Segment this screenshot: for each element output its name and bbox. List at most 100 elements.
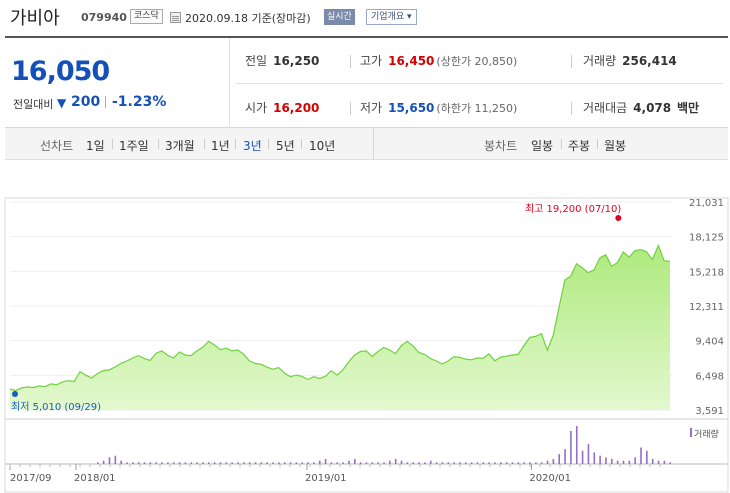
volume-bar [552, 459, 555, 464]
volume-bar [102, 460, 105, 464]
high-price: 고가 16,450 (상한가 20,850) [360, 52, 517, 69]
volume-bar [354, 459, 356, 464]
volume-bar [459, 462, 461, 464]
change-percent: -1.23% [112, 94, 167, 110]
volume-bar [365, 462, 368, 464]
price-summary: 16,050 전일대비 ▼ 200 -1.23% 전일 16,250 고가 16,4… [5, 36, 728, 128]
divider [561, 139, 562, 149]
volume-bar [429, 460, 432, 464]
volume-bar [435, 462, 438, 464]
divider [597, 139, 598, 149]
volume-bar [330, 462, 333, 464]
low-label: 최저 5,010 (09/29) [11, 401, 101, 413]
volume-bar [207, 462, 210, 464]
volume-bar [307, 462, 309, 464]
high-marker [615, 215, 622, 221]
calendar-icon [170, 12, 181, 23]
volume-bar [470, 462, 473, 464]
x-tick-label: 2018/01 [74, 473, 116, 484]
volume-bar [190, 462, 193, 464]
volume-bar [336, 462, 339, 464]
volume-bar [178, 462, 181, 464]
volume-bar [646, 450, 648, 464]
realtime-button[interactable]: 실시간 [324, 9, 355, 25]
period-bar-divider [373, 128, 374, 160]
divider [204, 139, 205, 149]
period-5y[interactable]: 5년 [276, 139, 295, 153]
price-chart-svg[interactable]: 최고 19,200 (07/10) 최저 5,010 (09/29) 21,031… [0, 160, 730, 493]
company-info-button[interactable]: 기업개요 ▾ [366, 9, 417, 25]
volume-bar [500, 462, 502, 464]
period-3m[interactable]: 3개월 [165, 139, 195, 153]
candle-daily[interactable]: 일봉 [531, 139, 554, 153]
y-tick-label: 12,311 [689, 302, 724, 313]
volume-bar [587, 444, 590, 464]
volume-bar [260, 462, 263, 464]
y-tick-label: 9,404 [695, 337, 724, 348]
divider [112, 139, 113, 149]
volume-bar [219, 462, 222, 464]
volume-bar [412, 462, 415, 464]
volume-bar [196, 462, 198, 464]
y-tick-label: 6,498 [695, 371, 724, 382]
volume-bar [359, 462, 362, 464]
period-10y[interactable]: 10년 [309, 139, 336, 153]
volume-bar [599, 455, 601, 464]
change-divider [105, 96, 106, 108]
volume-bar [581, 450, 584, 464]
volume-bar [418, 462, 420, 464]
volume-bar [108, 457, 111, 464]
volume-bar [301, 462, 304, 464]
candle-weekly[interactable]: 주봉 [568, 139, 591, 153]
volume-bar [424, 462, 426, 464]
volume-bar [313, 462, 315, 464]
stock-chart[interactable]: 최고 19,200 (07/10) 최저 5,010 (09/29) 21,031… [0, 160, 730, 493]
volume-bar [441, 462, 444, 464]
volume-bar [383, 462, 385, 464]
period-3y[interactable]: 3년 [243, 139, 262, 153]
volume-bar [184, 462, 187, 464]
period-1d[interactable]: 1일 [86, 139, 105, 153]
volume-bar [628, 460, 631, 464]
price-area [10, 245, 670, 410]
volume-bar [172, 462, 175, 464]
period-1y[interactable]: 1년 [211, 139, 230, 153]
volume-bar [167, 462, 169, 464]
volume-bar [278, 462, 280, 464]
volume-bar [272, 462, 274, 464]
volume-bar [505, 462, 508, 464]
lower-limit: (하한가 11,250) [436, 102, 518, 115]
volume-bar [540, 462, 543, 464]
volume-bar [120, 460, 122, 464]
y-tick-label: 21,031 [689, 198, 724, 209]
divider [350, 102, 351, 115]
volume-bar [213, 462, 216, 464]
prev-close: 전일 16,250 [245, 52, 319, 69]
open-label: 시가 [245, 101, 268, 115]
candle-monthly[interactable]: 월봉 [604, 139, 627, 153]
volume-bar [570, 430, 572, 464]
volume-bar [616, 460, 619, 464]
volume-bar [476, 462, 479, 464]
volume-bar [669, 462, 671, 464]
low-price: 저가 15,650 (하한가 11,250) [360, 99, 517, 116]
trade-amount: 거래대금 4,078 백만 [583, 99, 699, 116]
volume-bar [97, 462, 99, 464]
divider [571, 55, 572, 68]
stock-name: 가비아 [10, 8, 60, 29]
price-line [9, 243, 671, 392]
volume-value: 256,414 [622, 54, 677, 68]
volume-bar [651, 459, 654, 464]
volume-bar [400, 460, 403, 464]
row-divider [235, 83, 723, 84]
stock-code: 079940 [81, 11, 127, 24]
line-chart-label: 선차트 [40, 139, 74, 153]
y-tick-label: 15,218 [689, 267, 724, 278]
period-1w[interactable]: 1주일 [119, 139, 149, 153]
volume-bar [126, 462, 128, 464]
amount-label: 거래대금 [583, 101, 628, 115]
market-badge: 코스닥 [130, 9, 163, 24]
x-tick-label: 2017/09 [10, 473, 52, 484]
volume-bar [348, 460, 350, 464]
low-label: 저가 [360, 101, 383, 115]
